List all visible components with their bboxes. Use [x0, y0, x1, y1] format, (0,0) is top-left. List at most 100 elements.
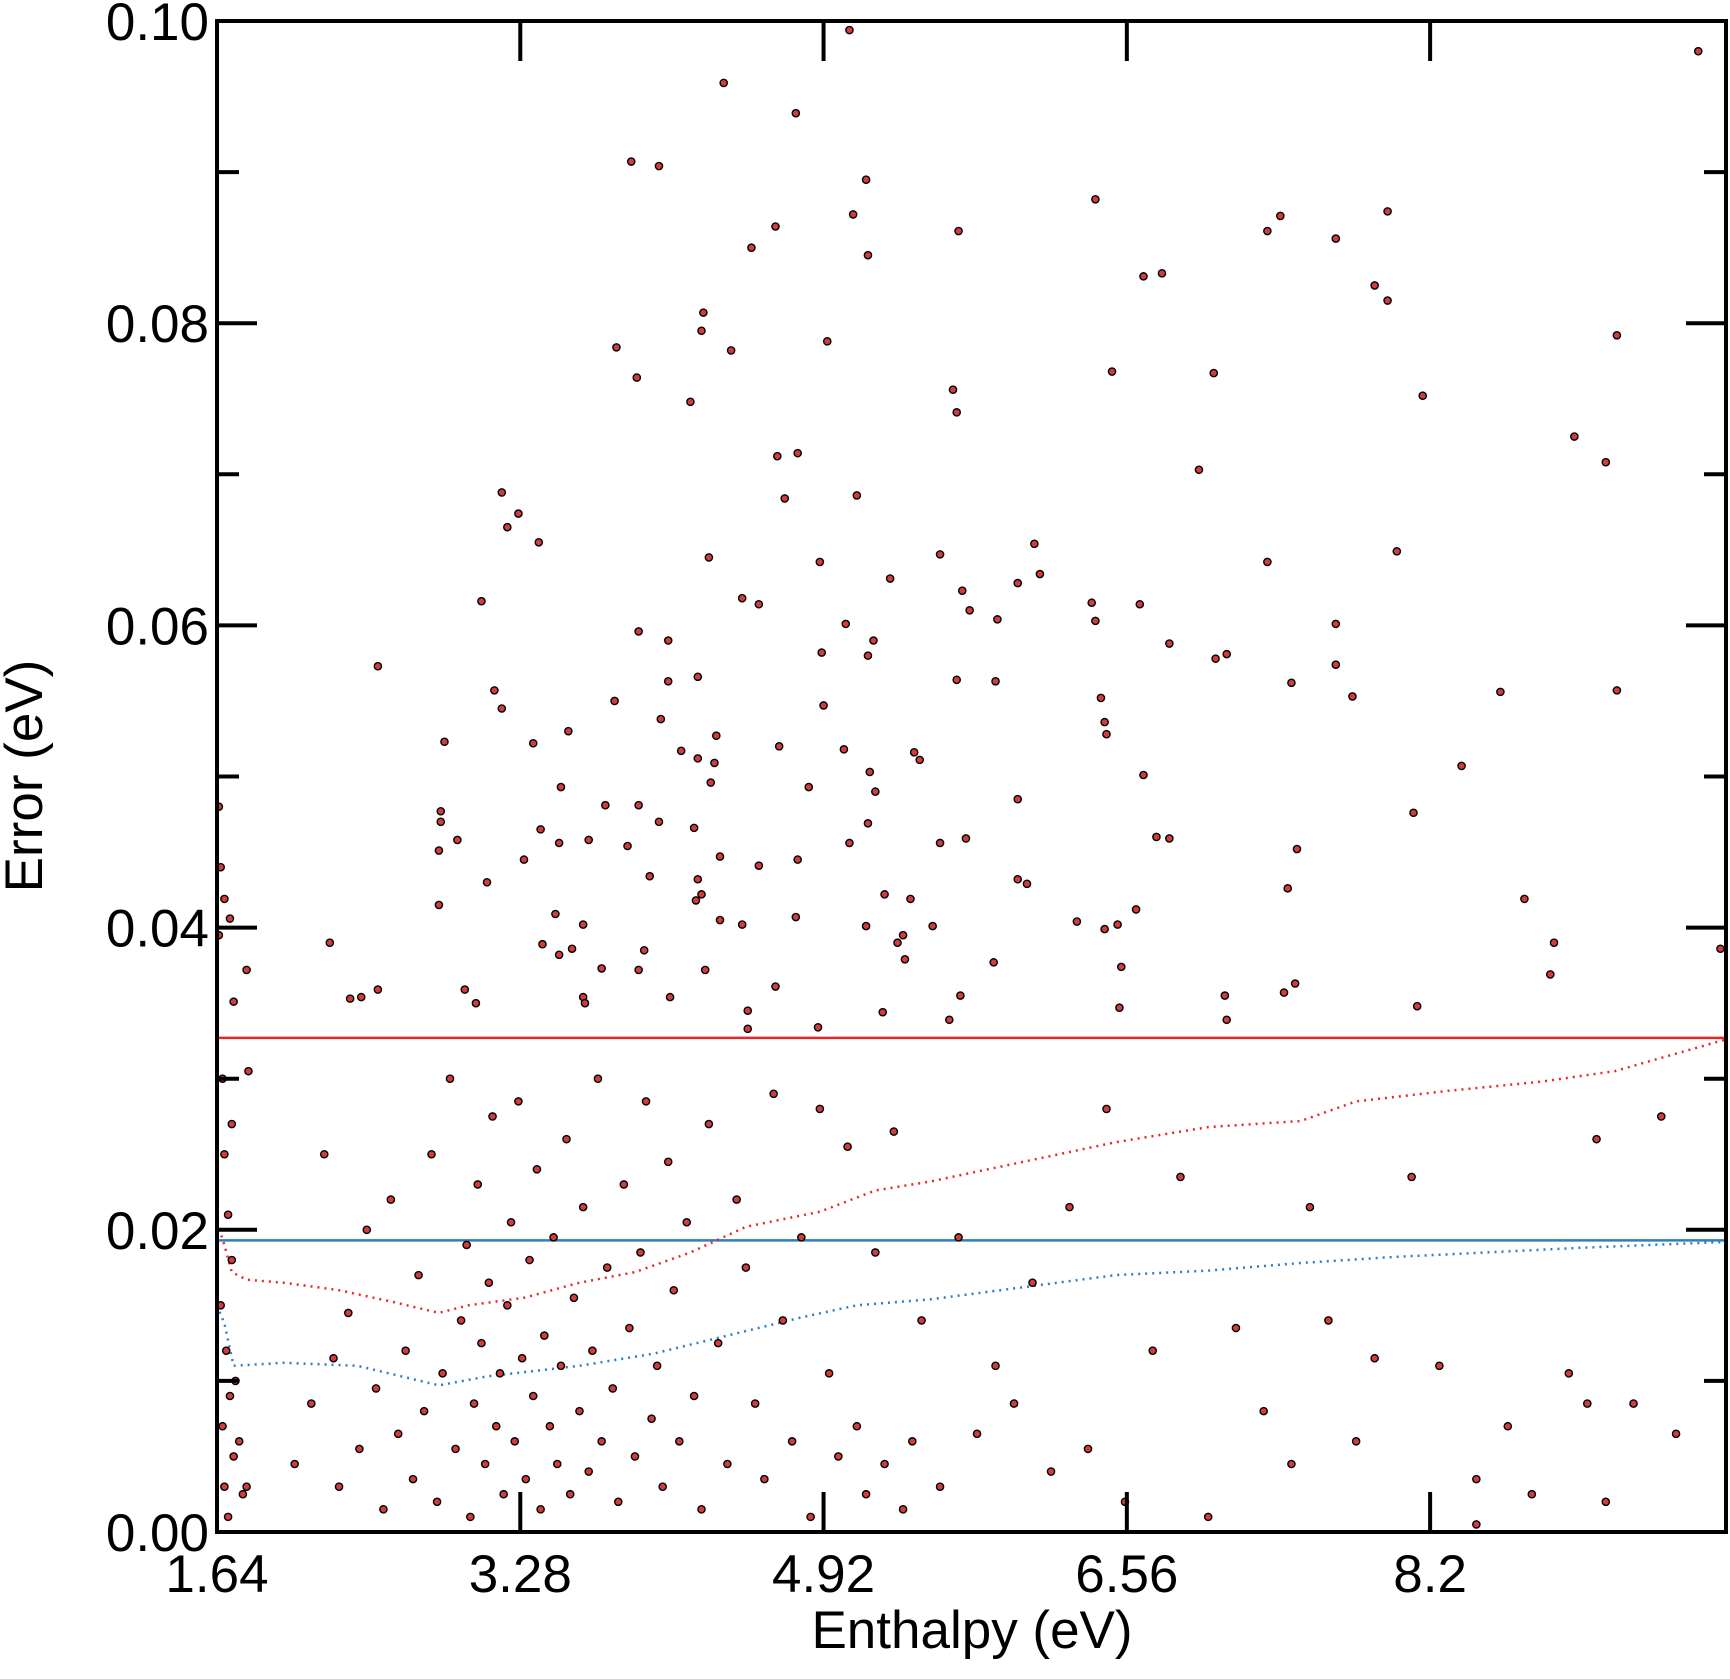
data-point: [732, 1195, 741, 1204]
data-point: [551, 909, 560, 919]
data-point: [689, 823, 699, 833]
data-point: [1383, 296, 1392, 305]
data-point: [1131, 905, 1141, 914]
data-point: [848, 210, 858, 219]
data-point: [1102, 729, 1111, 739]
data-point: [580, 998, 590, 1008]
data-point: [861, 1489, 871, 1499]
data-point: [1496, 687, 1505, 697]
data-point: [989, 958, 998, 967]
data-point: [613, 1497, 623, 1507]
data-point: [227, 1255, 237, 1265]
data-point: [514, 509, 523, 518]
data-point: [556, 782, 566, 792]
data-point: [521, 1474, 531, 1484]
data-point: [540, 1331, 549, 1340]
data-point: [689, 1391, 699, 1401]
data-point: [1165, 834, 1174, 843]
data-point: [737, 593, 747, 603]
data-point: [1592, 1134, 1601, 1144]
data-point: [427, 1149, 436, 1159]
data-point: [1165, 639, 1174, 648]
data-point: [1392, 547, 1402, 556]
data-point: [822, 337, 832, 346]
data-point: [804, 782, 814, 792]
data-point: [1022, 879, 1032, 889]
data-point: [480, 1459, 490, 1469]
data-point: [948, 385, 958, 394]
data-point: [726, 346, 736, 355]
data-point: [477, 596, 486, 606]
data-point: [791, 912, 801, 922]
data-point: [845, 838, 854, 848]
data-point: [517, 1353, 527, 1363]
data-point: [1096, 693, 1106, 703]
data-point: [610, 696, 619, 706]
data-point: [1612, 330, 1622, 340]
data-point: [778, 1316, 788, 1325]
data-point: [578, 1202, 588, 1212]
data-point: [669, 1285, 679, 1295]
y-tick-label: 0.04: [106, 900, 209, 959]
data-point: [488, 1112, 497, 1121]
data-point: [1348, 692, 1357, 701]
data-point: [401, 1346, 410, 1355]
data-point: [1583, 1399, 1592, 1408]
data-point: [1279, 988, 1289, 997]
data-point: [630, 1452, 640, 1461]
data-point: [871, 787, 880, 796]
data-point: [1046, 1467, 1056, 1476]
data-point: [917, 1316, 926, 1325]
data-point: [697, 890, 706, 899]
data-point: [1030, 539, 1039, 549]
data-point: [793, 448, 802, 458]
data-point: [1656, 1112, 1666, 1121]
data-point: [945, 1015, 954, 1025]
data-point: [909, 748, 919, 757]
y-tick-label: 0.02: [106, 1202, 209, 1261]
data-point: [1472, 1520, 1481, 1529]
data-point: [956, 991, 965, 1000]
data-point: [1370, 281, 1379, 290]
data-point: [229, 1452, 238, 1461]
data-point: [371, 1384, 381, 1393]
data-point: [1222, 649, 1231, 659]
data-point: [221, 1346, 231, 1355]
data-point: [935, 838, 945, 848]
data-point: [602, 1263, 612, 1272]
data-point: [863, 651, 873, 660]
data-point: [676, 746, 686, 756]
data-point: [1671, 1429, 1681, 1439]
data-point: [567, 944, 577, 954]
data-point: [1290, 979, 1300, 988]
data-point: [663, 677, 673, 686]
data-point: [693, 874, 703, 884]
data-point: [1472, 1474, 1481, 1484]
data-point: [845, 25, 854, 35]
data-point: [1222, 1015, 1231, 1025]
data-point: [588, 1346, 597, 1355]
data-point: [935, 1482, 945, 1491]
data-point: [839, 745, 849, 754]
data-point: [601, 800, 610, 810]
data-point: [1629, 1399, 1638, 1408]
data-point: [861, 921, 871, 931]
x-tick-label: 4.92: [772, 1545, 875, 1604]
data-point: [1139, 272, 1148, 281]
data-point: [319, 1149, 329, 1159]
data-point: [434, 846, 444, 855]
data-point: [562, 1134, 571, 1144]
data-point: [229, 997, 238, 1006]
data-point: [393, 1429, 403, 1439]
data-point: [774, 741, 784, 751]
y-axis-title: Error (eV): [0, 660, 54, 893]
data-point: [1116, 962, 1126, 972]
data-point: [880, 890, 889, 899]
data-point: [434, 900, 444, 910]
data-point: [961, 834, 971, 843]
data-point: [915, 755, 925, 765]
data-point: [1716, 944, 1725, 954]
data-point: [686, 397, 695, 407]
data-point: [865, 767, 875, 777]
data-point: [1102, 1104, 1111, 1114]
